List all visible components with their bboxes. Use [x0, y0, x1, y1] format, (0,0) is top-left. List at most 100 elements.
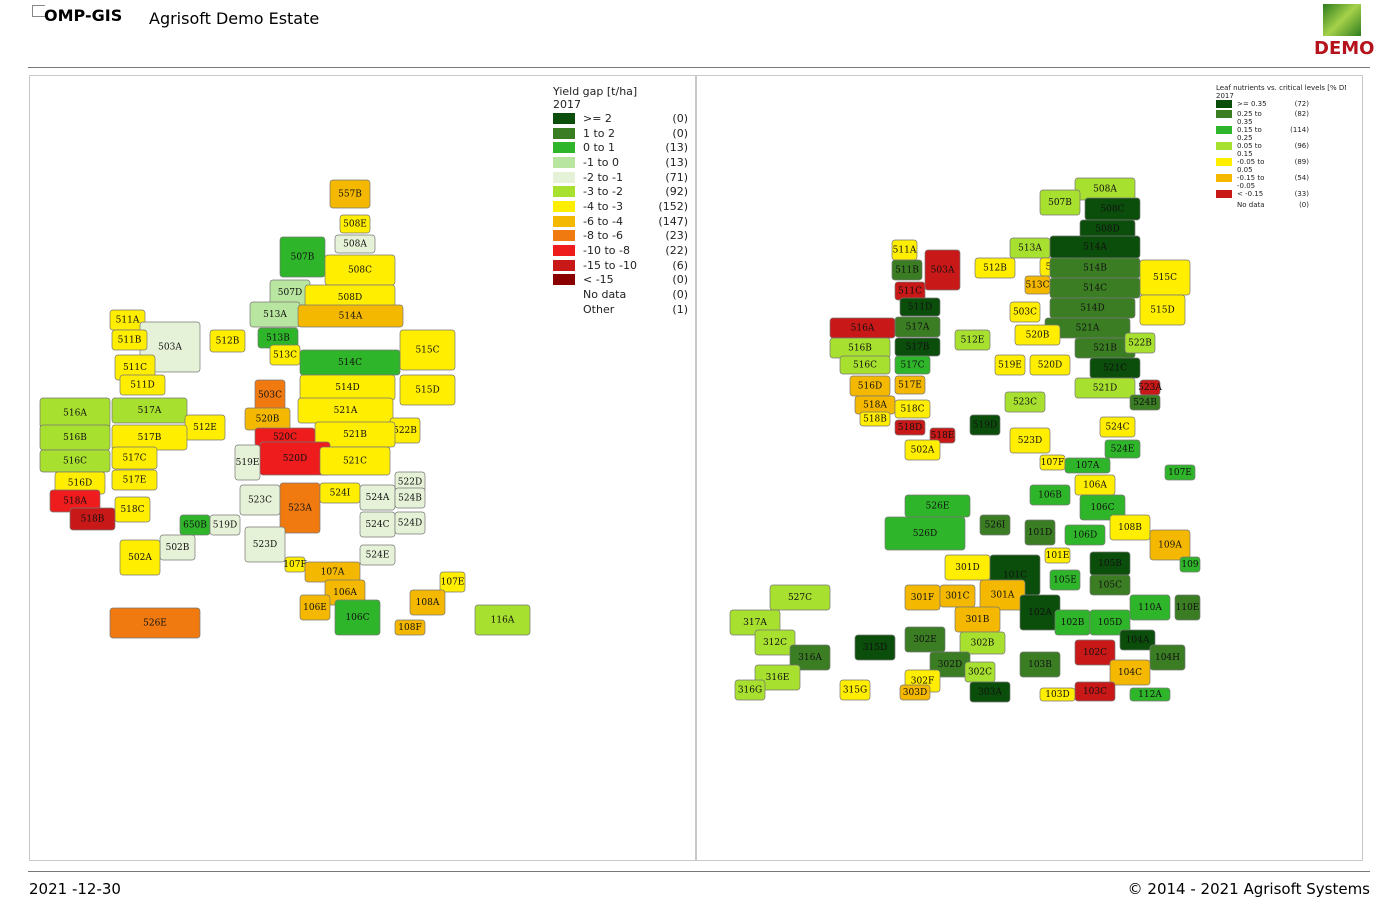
field-label: 513C: [273, 351, 297, 361]
field-label: 503A: [931, 266, 955, 276]
legend-row: 0.05 to 0.15 (96): [1216, 142, 1346, 158]
field-label: 557B: [338, 190, 362, 200]
field-label: 316G: [738, 686, 762, 696]
field-label: 108B: [1118, 523, 1142, 533]
field-label: 518C: [900, 405, 924, 415]
legend-count: (13): [665, 155, 688, 169]
field-label: 516B: [848, 344, 872, 354]
legend-count: (147): [658, 214, 688, 228]
field-label: 521A: [334, 406, 358, 416]
legend-count: (89): [1294, 158, 1309, 167]
field-label: 517A: [906, 323, 930, 333]
field-label: 303A: [978, 688, 1002, 698]
legend-row: 0.25 to 0.35 (82): [1216, 110, 1346, 126]
legend-label: -0.15 to -0.05: [1237, 174, 1265, 191]
field-label: 312C: [763, 638, 787, 648]
field-label: 107E: [441, 578, 465, 588]
field-label: 102B: [1061, 618, 1085, 628]
field-label: 101C: [1003, 571, 1027, 581]
legend-swatch: [1216, 200, 1232, 209]
field-label: 503C: [1013, 308, 1037, 318]
field-label: 524C: [1105, 423, 1129, 433]
field: [111, 329, 148, 351]
field-label: 101D: [1028, 528, 1052, 538]
field-label: 519E: [236, 458, 260, 468]
map-panel: [696, 75, 1363, 861]
field-label: 527C: [788, 593, 812, 603]
field-label: 518A: [63, 497, 87, 507]
field: [891, 259, 923, 281]
field-label: 520D: [283, 454, 307, 464]
field-label: 516A: [851, 324, 875, 334]
field: [969, 681, 1011, 703]
field-label: 521D: [1093, 384, 1117, 394]
field: [394, 619, 426, 636]
field: [1074, 377, 1136, 399]
legend-row: -15 to -10 (6): [553, 258, 688, 273]
legend-swatch: [1216, 100, 1232, 108]
map-panel: [29, 75, 696, 861]
field: [1029, 484, 1071, 506]
field-label: 518C: [120, 505, 144, 515]
field: [894, 399, 931, 419]
field: [894, 355, 931, 375]
field-label: 519D: [973, 421, 997, 431]
legend-label: -1 to 0: [583, 155, 620, 169]
field-label: 515C: [1153, 273, 1177, 283]
legend-row: -8 to -6 (23): [553, 229, 688, 244]
legend: Leaf nutrients vs. critical levels [% DM…: [1216, 84, 1346, 211]
field: [1109, 514, 1151, 541]
field-label: 303D: [903, 688, 927, 698]
field-label: 519E: [998, 361, 1022, 371]
field-label: 108F: [398, 623, 421, 633]
field-label: 513A: [263, 310, 287, 320]
field-label: 521C: [1103, 364, 1127, 374]
field: [894, 316, 941, 338]
legend-swatch: [1216, 126, 1232, 135]
field: [1029, 354, 1071, 376]
field: [359, 544, 396, 566]
field-label: 524B: [1133, 398, 1157, 408]
legend-row: -10 to -8 (22): [553, 243, 688, 258]
legend-row: 0.15 to 0.25 (114): [1216, 126, 1346, 142]
field-label: 524B: [398, 494, 422, 504]
field-label: 105E: [1053, 576, 1077, 586]
field-label: 511B: [895, 266, 919, 276]
field-label: 524A: [366, 493, 390, 503]
field: [754, 629, 796, 656]
legend-count: (22): [665, 244, 688, 258]
field-label: 302F: [911, 677, 934, 687]
field-label: 514D: [1080, 304, 1104, 314]
field-label: 109A: [1158, 541, 1182, 551]
legend-label: 0.05 to 0.15: [1237, 142, 1262, 159]
legend-label: >= 2: [583, 111, 612, 125]
field-label: 513C: [1025, 281, 1049, 291]
field-label: 517A: [138, 406, 162, 416]
field-label: 507B: [1048, 198, 1072, 208]
legend-row: -0.05 to 0.05 (89): [1216, 158, 1346, 174]
field: [1049, 569, 1081, 591]
field: [409, 589, 446, 616]
legend-row: < -15 (0): [553, 273, 688, 288]
field-label: 513A: [1018, 244, 1042, 254]
field-label: 517C: [122, 454, 146, 464]
field-label: 507B: [291, 253, 315, 263]
field-label: 523D: [1018, 436, 1042, 446]
field: [1109, 659, 1151, 686]
field-label: 522B: [393, 426, 417, 436]
legend-swatch: [553, 303, 575, 315]
field: [399, 329, 456, 371]
legend-swatch: [553, 274, 575, 286]
field-label: 502B: [166, 543, 190, 553]
field: [1009, 301, 1041, 323]
field-label: 106D: [1073, 531, 1097, 541]
field: [1004, 391, 1046, 413]
legend-count: (54): [1294, 174, 1309, 183]
field: [1089, 574, 1131, 596]
field: [789, 644, 831, 671]
estate-name: Agrisoft Demo Estate: [149, 9, 320, 28]
legend-count: (23): [665, 229, 688, 243]
field: [329, 179, 371, 209]
field-label: 517E: [898, 381, 922, 391]
legend-swatch: [1216, 190, 1232, 199]
